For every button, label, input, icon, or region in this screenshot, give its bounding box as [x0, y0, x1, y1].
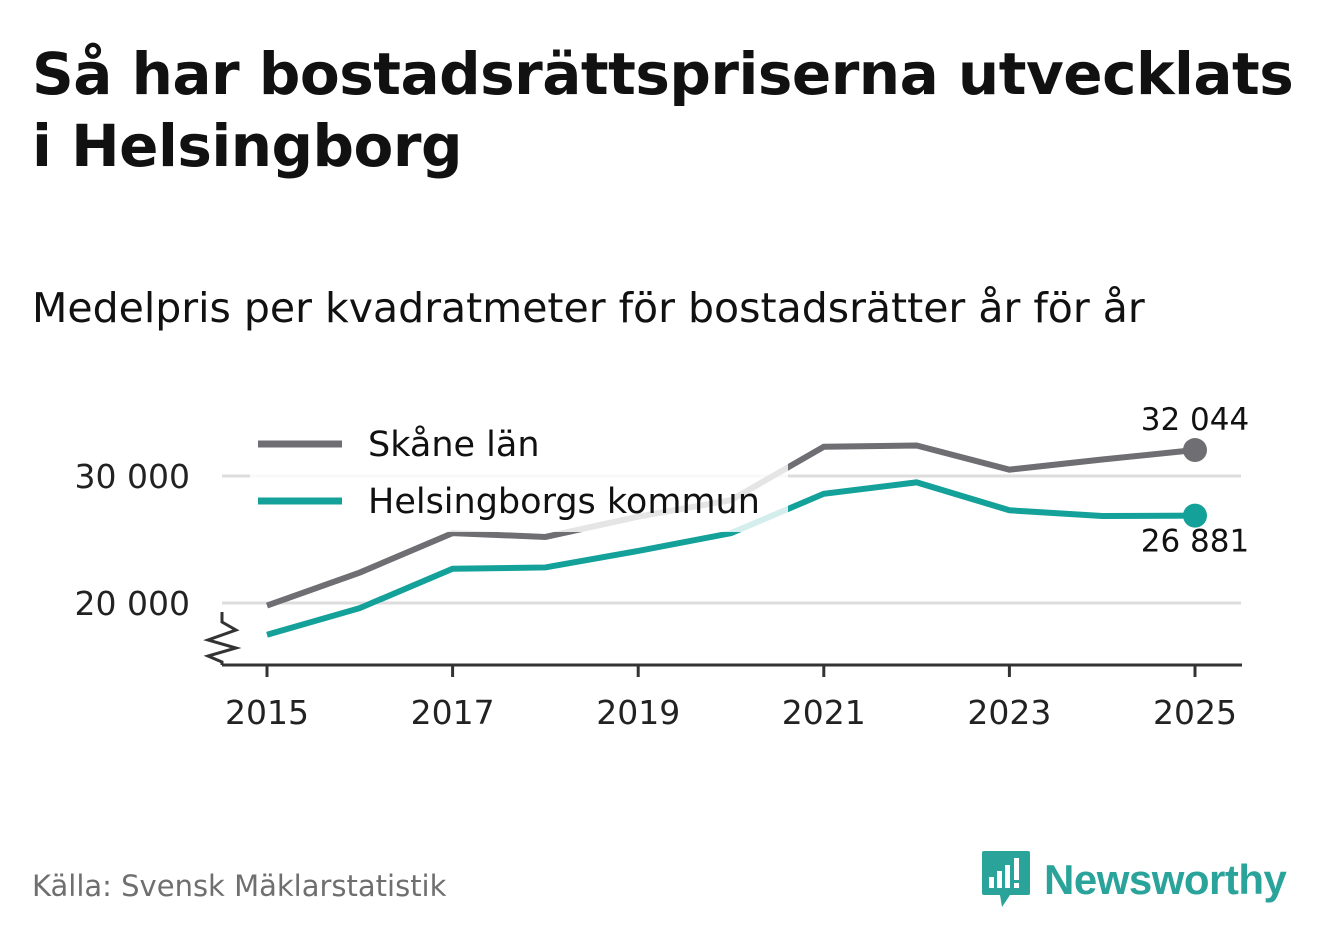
y-tick-label: 30 000: [75, 457, 190, 496]
source-note: Källa: Svensk Mäklarstatistik: [32, 869, 447, 903]
legend-label-skane: Skåne län: [368, 424, 540, 465]
chart-title: Så har bostadsrättspriserna utvecklats i…: [32, 40, 1294, 180]
x-tick-label: 2021: [782, 693, 866, 732]
line-chart: 20 000 30 000 2015 2017 2019 2021 2023 2025 32 0…: [75, 402, 1250, 732]
brand-name: Newsworthy: [1044, 856, 1287, 903]
brand-logo[interactable]: Newsworthy: [980, 848, 1287, 912]
axis-break-icon: [203, 612, 242, 665]
x-tick-label: 2015: [225, 693, 309, 732]
y-tick-label: 20 000: [75, 584, 190, 623]
legend-label-helsingborg: Helsingborgs kommun: [368, 482, 760, 522]
end-point-helsingborg: [1183, 503, 1207, 528]
series-line-helsingborg: [266, 479, 1196, 638]
x-tick-label: 2023: [967, 693, 1051, 732]
end-value-label-skane: 32 044: [1141, 402, 1249, 438]
x-tick-label: 2019: [596, 693, 680, 732]
x-tick-label: 2017: [411, 693, 495, 732]
newsworthy-logo-icon: [982, 851, 1030, 907]
end-point-skane: [1183, 438, 1207, 463]
end-value-label-helsingborg: 26 881: [1141, 524, 1249, 560]
x-tick-label: 2025: [1153, 693, 1237, 732]
chart-subtitle: Medelpris per kvadratmeter för bostadsrä…: [32, 284, 1145, 332]
legend-background: [250, 412, 788, 532]
